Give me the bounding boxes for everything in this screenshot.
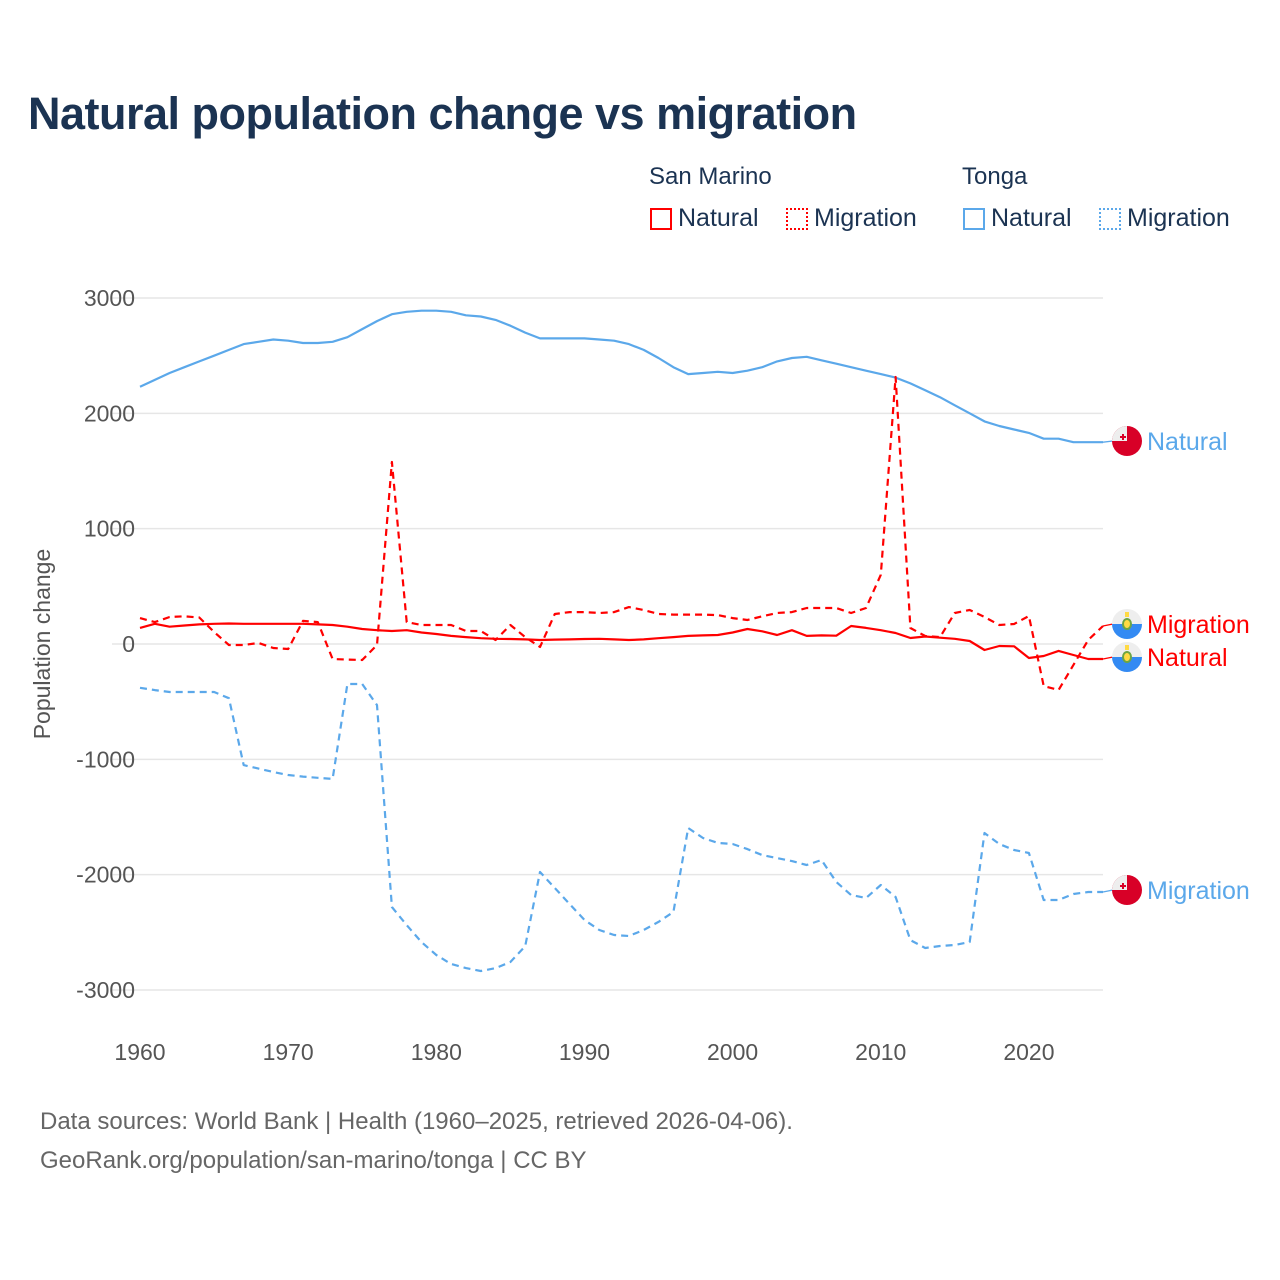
end-label-tonga-natural: Natural bbox=[1147, 428, 1228, 456]
legend-san-marino-migration[interactable]: Migration bbox=[786, 204, 917, 233]
label-connector bbox=[1102, 656, 1114, 660]
y-tick-label: -2000 bbox=[76, 862, 135, 888]
end-label-san-marino-natural: Natural bbox=[1147, 644, 1228, 672]
san-marino-flag-icon bbox=[1112, 642, 1142, 672]
legend-label: Migration bbox=[1127, 204, 1230, 232]
chart-title: Natural population change vs migration bbox=[28, 88, 857, 139]
y-tick-label: 3000 bbox=[84, 285, 135, 311]
x-tick-label: 1990 bbox=[559, 1039, 610, 1065]
y-tick-label: 0 bbox=[122, 631, 135, 657]
x-tick-label: 1970 bbox=[263, 1039, 314, 1065]
tonga-flag-icon bbox=[1112, 875, 1142, 905]
x-tick-label: 2010 bbox=[855, 1039, 906, 1065]
end-label-san-marino-migration: Migration bbox=[1147, 611, 1250, 639]
label-connector bbox=[1102, 440, 1114, 443]
legend-label: Natural bbox=[678, 204, 759, 232]
legend-san-marino-natural[interactable]: Natural bbox=[650, 204, 759, 233]
legend-group-tonga: Tonga bbox=[962, 163, 1028, 190]
series-line-tonga-migration bbox=[139, 682, 1103, 973]
y-tick-label: -1000 bbox=[76, 746, 135, 772]
y-tick-label: 2000 bbox=[84, 400, 135, 426]
x-tick-label: 2020 bbox=[1003, 1039, 1054, 1065]
label-connector bbox=[1102, 889, 1114, 893]
legend-label: Migration bbox=[814, 204, 917, 232]
y-axis-label: Population change bbox=[29, 549, 55, 740]
dotted-swatch-icon bbox=[786, 207, 808, 230]
y-tick-label: 1000 bbox=[84, 516, 135, 542]
legend-tonga-migration[interactable]: Migration bbox=[1099, 204, 1230, 233]
x-tick-label: 1980 bbox=[411, 1039, 462, 1065]
x-tick-label: 2000 bbox=[707, 1039, 758, 1065]
series-line-tonga-natural bbox=[139, 309, 1103, 444]
tonga-flag-icon bbox=[1112, 426, 1142, 456]
legend-group-san-marino: San Marino bbox=[649, 163, 772, 190]
footer-attribution: GeoRank.org/population/san-marino/tonga … bbox=[40, 1147, 587, 1174]
san-marino-flag-icon bbox=[1112, 609, 1142, 639]
y-tick-label: -3000 bbox=[76, 977, 135, 1003]
series-line-san-marino-migration bbox=[139, 375, 1104, 692]
legend-label: Natural bbox=[991, 204, 1072, 232]
end-label-tonga-migration: Migration bbox=[1147, 877, 1250, 905]
solid-swatch-icon bbox=[650, 207, 672, 230]
label-connector bbox=[1102, 623, 1114, 627]
legend-tonga-natural[interactable]: Natural bbox=[963, 204, 1072, 233]
dotted-swatch-icon bbox=[1099, 207, 1121, 230]
footer-sources: Data sources: World Bank | Health (1960–… bbox=[40, 1108, 793, 1135]
series-line-san-marino-natural bbox=[139, 622, 1103, 661]
x-tick-label: 1960 bbox=[114, 1039, 165, 1065]
solid-swatch-icon bbox=[963, 207, 985, 230]
